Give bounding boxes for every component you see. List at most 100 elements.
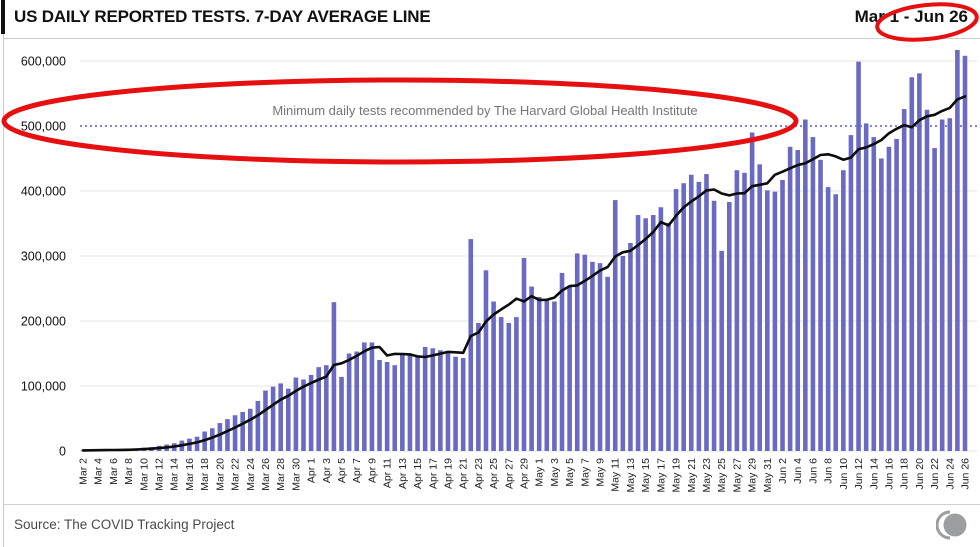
bar bbox=[841, 170, 846, 451]
bar bbox=[362, 342, 367, 451]
bar bbox=[232, 415, 238, 451]
x-tick-label: May 9 bbox=[595, 458, 607, 487]
x-tick-label: Apr 11 bbox=[382, 458, 394, 488]
x-tick-label: Apr 21 bbox=[458, 458, 470, 489]
x-tick-label: Jun 4 bbox=[792, 458, 804, 484]
bar bbox=[620, 256, 626, 451]
bar bbox=[339, 376, 344, 451]
bar bbox=[658, 207, 664, 451]
x-tick-label: Apr 25 bbox=[488, 458, 500, 489]
x-tick-label: Apr 5 bbox=[336, 458, 348, 483]
x-tick-label: May 29 bbox=[747, 458, 759, 493]
x-tick-label: Apr 15 bbox=[412, 458, 424, 489]
bar bbox=[263, 390, 268, 451]
y-tick-label: 200,000 bbox=[21, 315, 66, 329]
bar bbox=[331, 302, 337, 451]
x-tick-label: Apr 1 bbox=[306, 458, 318, 483]
x-tick-label: Mar 22 bbox=[230, 458, 242, 491]
left-edge-line bbox=[3, 0, 4, 547]
x-tick-label: Mar 24 bbox=[245, 458, 257, 491]
bar bbox=[787, 146, 793, 452]
x-tick-label: Mar 10 bbox=[138, 458, 150, 491]
x-tick-label: Jun 18 bbox=[899, 458, 911, 490]
x-tick-label: Jun 14 bbox=[868, 458, 880, 490]
bar bbox=[666, 222, 671, 451]
covid-tracking-project-logo bbox=[936, 510, 967, 540]
bar bbox=[924, 109, 930, 451]
bar bbox=[506, 322, 512, 451]
x-tick-label: Jun 2 bbox=[777, 458, 789, 484]
x-axis: Mar 2 Mar 4 Mar 6 Mar 8 Mar 10 Mar 12 Mar 14 Ma… bbox=[78, 458, 972, 493]
x-tick-label: May 17 bbox=[655, 458, 667, 493]
bar bbox=[536, 296, 542, 451]
x-tick-label: Jun 24 bbox=[944, 458, 956, 490]
x-tick-label: May 1 bbox=[534, 458, 546, 487]
bar bbox=[825, 187, 831, 451]
bar bbox=[285, 388, 291, 451]
bar bbox=[643, 218, 648, 451]
seven-day-average-line bbox=[81, 95, 967, 452]
bar bbox=[392, 365, 398, 451]
x-tick-label: Apr 9 bbox=[366, 458, 378, 483]
bar bbox=[194, 436, 200, 451]
x-tick-label: Mar 12 bbox=[154, 458, 166, 491]
bar bbox=[848, 135, 854, 451]
bar bbox=[871, 137, 877, 452]
bar bbox=[324, 365, 329, 451]
bar bbox=[597, 263, 603, 451]
logo-crescent bbox=[936, 510, 951, 540]
bar bbox=[711, 200, 717, 451]
bar bbox=[879, 158, 884, 451]
bar bbox=[962, 55, 968, 452]
bar bbox=[354, 351, 360, 451]
x-tick-label: Apr 7 bbox=[351, 458, 363, 483]
x-tick-label: Jun 20 bbox=[914, 458, 926, 490]
bar bbox=[901, 109, 907, 451]
x-tick-label: May 21 bbox=[686, 458, 698, 493]
bar bbox=[932, 148, 937, 451]
bar bbox=[240, 412, 245, 451]
bar bbox=[301, 379, 306, 451]
bar bbox=[757, 164, 763, 451]
bar bbox=[521, 257, 527, 451]
source-credit: Source: The COVID Tracking Project bbox=[14, 517, 235, 532]
bar bbox=[438, 350, 443, 451]
bar bbox=[430, 348, 436, 451]
bar bbox=[719, 250, 724, 451]
bar bbox=[468, 239, 474, 451]
x-tick-label: May 11 bbox=[610, 458, 622, 492]
x-tick-label: Apr 29 bbox=[519, 458, 531, 489]
bar bbox=[810, 137, 816, 452]
bar bbox=[856, 61, 861, 452]
x-tick-label: Mar 16 bbox=[184, 458, 196, 491]
bar bbox=[559, 272, 565, 451]
bar bbox=[544, 300, 550, 451]
bar bbox=[384, 361, 390, 451]
x-tick-label: Jun 22 bbox=[929, 458, 941, 490]
x-tick-label: Jun 26 bbox=[960, 458, 972, 490]
x-tick-label: May 25 bbox=[716, 458, 728, 493]
bar bbox=[749, 132, 755, 451]
x-tick-label: Jun 6 bbox=[807, 458, 819, 484]
bar bbox=[833, 194, 839, 451]
x-tick-label: Mar 30 bbox=[290, 458, 302, 491]
x-tick-label: Apr 23 bbox=[473, 458, 485, 489]
bar bbox=[308, 374, 314, 451]
y-tick-label: 400,000 bbox=[21, 185, 66, 199]
x-tick-label: May 31 bbox=[762, 458, 774, 493]
x-tick-label: Jun 12 bbox=[853, 458, 865, 490]
x-tick-label: Mar 4 bbox=[93, 458, 105, 485]
bar bbox=[681, 183, 686, 451]
bar bbox=[460, 358, 466, 451]
bar bbox=[688, 174, 694, 451]
daily-tests-bars bbox=[80, 49, 968, 452]
logo-circle bbox=[943, 513, 967, 537]
bar bbox=[445, 352, 451, 451]
title-accent-bar bbox=[1, 0, 5, 34]
bar bbox=[765, 190, 770, 451]
bar bbox=[498, 317, 504, 451]
bar bbox=[255, 400, 261, 451]
bar bbox=[574, 253, 580, 451]
